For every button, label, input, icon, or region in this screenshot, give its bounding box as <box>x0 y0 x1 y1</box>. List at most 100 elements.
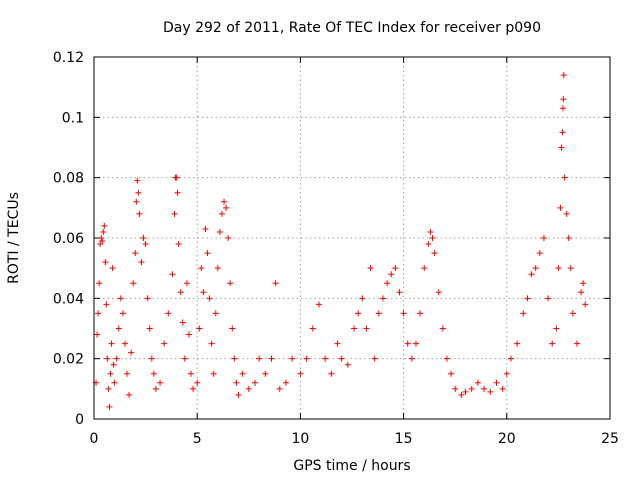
y-tick-label: 0 <box>75 412 84 428</box>
grid-lines <box>94 57 610 419</box>
data-point <box>133 198 140 205</box>
data-point <box>104 355 111 362</box>
data-point <box>367 265 374 272</box>
data-point <box>272 280 279 287</box>
data-point <box>309 325 316 332</box>
data-point <box>561 174 568 181</box>
data-point <box>108 340 115 347</box>
data-point <box>245 385 252 392</box>
data-point <box>355 310 362 317</box>
data-point <box>190 385 197 392</box>
data-point <box>569 310 576 317</box>
data-point <box>545 295 552 302</box>
data-point <box>404 340 411 347</box>
data-point <box>138 259 145 266</box>
axis-ticks <box>93 56 611 420</box>
data-point <box>560 96 567 103</box>
data-point <box>94 331 101 338</box>
x-axis-label: GPS time / hours <box>293 458 410 474</box>
data-point <box>105 385 112 392</box>
data-point <box>218 210 225 217</box>
data-point <box>474 379 481 386</box>
data-point <box>110 361 117 368</box>
data-point <box>507 355 514 362</box>
y-tick-label: 0.1 <box>62 110 84 126</box>
data-point <box>119 310 126 317</box>
data-point <box>235 391 242 398</box>
data-point <box>165 310 172 317</box>
data-point <box>198 265 205 272</box>
y-tick-label: 0.12 <box>53 50 84 66</box>
data-point <box>282 379 289 386</box>
data-point <box>148 355 155 362</box>
y-tick-label: 0.08 <box>53 171 84 187</box>
data-point <box>555 265 562 272</box>
x-tick-label: 25 <box>601 431 619 447</box>
data-point <box>239 370 246 377</box>
data-point <box>532 265 539 272</box>
x-tick-label: 10 <box>291 431 309 447</box>
data-point <box>183 280 190 287</box>
data-point <box>499 385 506 392</box>
data-point <box>212 310 219 317</box>
data-point <box>188 370 195 377</box>
data-point <box>144 295 151 302</box>
data-point <box>194 379 201 386</box>
y-tick-label: 0.04 <box>53 291 84 307</box>
data-point <box>268 355 275 362</box>
data-point <box>580 280 587 287</box>
data-point <box>100 228 107 235</box>
data-point <box>117 295 124 302</box>
data-point <box>134 177 141 184</box>
data-point <box>289 355 296 362</box>
data-point <box>251 379 258 386</box>
data-point <box>169 271 176 278</box>
data-point <box>328 370 335 377</box>
data-point <box>142 241 149 248</box>
data-point <box>435 289 442 296</box>
data-point <box>221 198 228 205</box>
y-axis-tick-labels: 0 0.02 0.04 0.06 0.08 0.1 0.12 <box>53 50 84 428</box>
data-point <box>140 235 147 241</box>
data-point <box>128 349 135 356</box>
data-point <box>536 250 543 257</box>
data-point <box>231 355 238 362</box>
data-point <box>315 301 322 308</box>
data-point <box>161 340 168 347</box>
data-point <box>351 325 358 332</box>
data-point <box>338 355 345 362</box>
data-point <box>578 289 585 296</box>
data-point <box>200 289 207 296</box>
data-point <box>322 355 329 362</box>
data-point <box>559 105 566 112</box>
data-point <box>113 355 120 362</box>
data-point <box>558 144 565 151</box>
data-point <box>400 310 407 317</box>
data-point <box>124 370 131 377</box>
data-point <box>384 280 391 287</box>
x-tick-label: 15 <box>395 431 413 447</box>
data-point <box>458 391 465 398</box>
data-point <box>171 210 178 217</box>
data-point <box>359 295 366 302</box>
data-point <box>262 370 269 377</box>
data-point <box>567 265 574 272</box>
data-point <box>206 295 213 302</box>
data-point <box>146 325 153 332</box>
data-point <box>582 301 589 308</box>
data-point <box>174 189 181 196</box>
data-point <box>185 331 192 338</box>
data-point <box>132 250 139 257</box>
data-point <box>412 340 419 347</box>
data-point <box>179 319 186 326</box>
data-point <box>152 385 159 392</box>
data-point <box>375 310 382 317</box>
data-point <box>136 210 143 217</box>
data-point <box>443 355 450 362</box>
data-point <box>225 235 232 241</box>
data-point <box>130 280 137 287</box>
data-point <box>431 250 438 257</box>
data-points <box>93 72 589 410</box>
data-point <box>111 379 118 386</box>
